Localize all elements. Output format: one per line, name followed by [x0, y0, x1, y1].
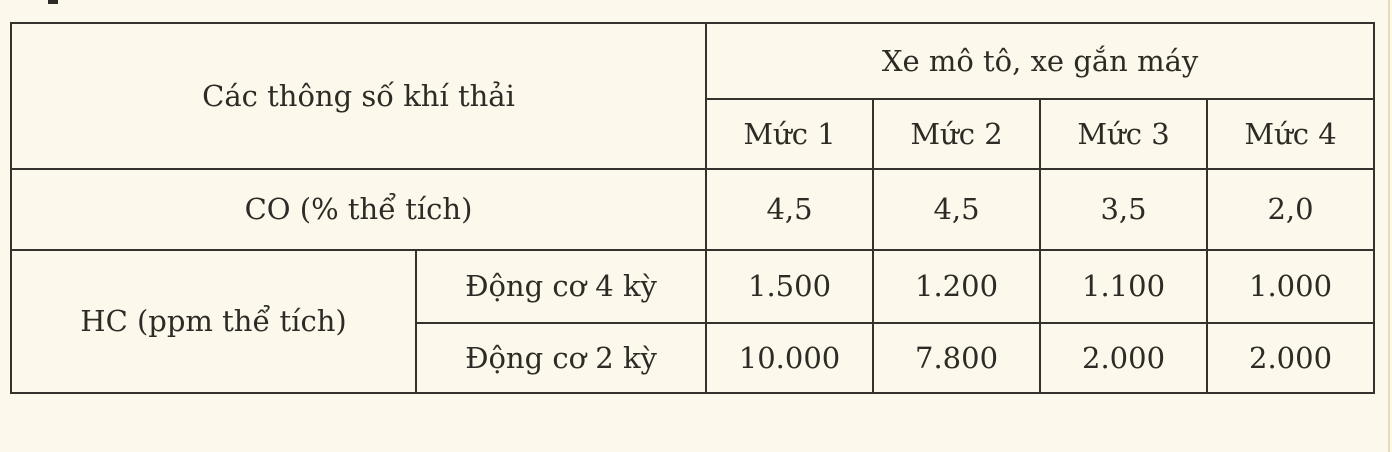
hc-4stroke-level-3-value: 1.100 [1039, 249, 1209, 324]
hc-row-label-cell: HC (ppm thể tích) [10, 249, 417, 394]
header-level-1-cell: Mức 1 [705, 98, 875, 170]
co-level-1-value: 4,5 [705, 168, 875, 251]
header-parameters-cell: Các thông số khí thải [9, 22, 708, 170]
clipped-text-artifact [48, 0, 58, 4]
hc-2stroke-label-cell: Động cơ 2 kỳ [414, 322, 708, 394]
hc-2stroke-level-4-value: 2.000 [1206, 322, 1376, 394]
hc-4stroke-level-4-value: 1.000 [1206, 249, 1376, 324]
co-level-2-value: 4,5 [872, 168, 1042, 251]
header-vehicle-group-cell: Xe mô tô, xe gắn máy [705, 22, 1376, 100]
table-row: CO (% thể tích) 4,5 4,5 3,5 2,0 [9, 168, 1376, 251]
hc-4stroke-label-cell: Động cơ 4 kỳ [414, 249, 708, 324]
header-level-4-cell: Mức 4 [1206, 98, 1376, 170]
emissions-standards-table: Các thông số khí thải Xe mô tô, xe gắn m… [9, 22, 1376, 394]
co-row-label-cell: CO (% thể tích) [9, 168, 708, 251]
table-row: HC (ppm thể tích) Động cơ 4 kỳ 1.500 1.2… [10, 249, 1376, 394]
hc-2stroke-level-2-value: 7.800 [872, 322, 1042, 394]
header-level-2-cell: Mức 2 [872, 98, 1042, 170]
table-row: Các thông số khí thải Xe mô tô, xe gắn m… [9, 22, 1376, 170]
co-level-3-value: 3,5 [1039, 168, 1209, 251]
hc-4stroke-level-2-value: 1.200 [872, 249, 1042, 324]
page-right-edge-line [1388, 0, 1390, 452]
hc-2stroke-level-1-value: 10.000 [705, 322, 875, 394]
table-row: Mức 1 Mức 2 Mức 3 Mức 4 [11, 98, 1376, 170]
hc-4stroke-level-1-value: 1.500 [705, 249, 875, 324]
header-level-3-cell: Mức 3 [1039, 98, 1209, 170]
co-level-4-value: 2,0 [1206, 168, 1376, 251]
hc-2stroke-level-3-value: 2.000 [1039, 322, 1209, 394]
table-row: Động cơ 2 kỳ 10.000 7.800 2.000 2.000 [11, 322, 1376, 394]
